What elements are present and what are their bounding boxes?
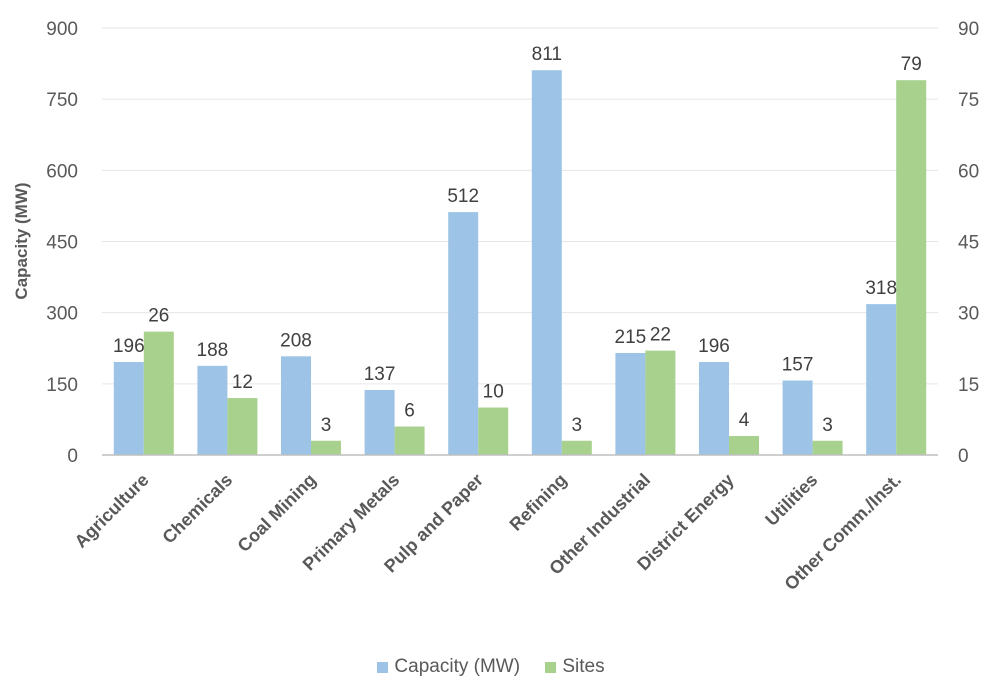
- bar-capacity: [866, 304, 897, 455]
- y-tick-label-left: 900: [46, 19, 78, 40]
- legend-label-sites: Sites: [562, 656, 605, 677]
- category-label: Utilities: [761, 470, 821, 530]
- data-label-sites: 12: [232, 372, 253, 393]
- bars: [113, 70, 927, 455]
- data-label-sites: 79: [901, 54, 922, 75]
- data-label-capacity: 512: [447, 186, 479, 207]
- bar-sites: [311, 440, 341, 455]
- data-label-sites: 10: [483, 382, 504, 403]
- category-label: Refining: [506, 470, 571, 535]
- data-label-sites: 3: [321, 415, 332, 436]
- y-tick-label-left: 0: [67, 446, 78, 467]
- bar-sites: [729, 436, 759, 455]
- y-tick-label-right: 15: [958, 375, 979, 396]
- bar-capacity: [782, 380, 813, 455]
- data-label-capacity: 811: [532, 44, 562, 65]
- bar-sites: [812, 440, 843, 455]
- bar-sites: [645, 350, 676, 455]
- y-tick-label-right: 0: [958, 446, 969, 467]
- legend-item-sites: Sites: [545, 656, 605, 678]
- data-label-capacity: 215: [615, 327, 647, 348]
- data-label-capacity: 196: [698, 336, 730, 357]
- bar-capacity: [197, 365, 228, 455]
- y-tick-label-right: 75: [958, 90, 979, 111]
- data-label-capacity: 196: [113, 336, 145, 357]
- data-label-sites: 26: [148, 306, 169, 327]
- bar-sites: [227, 398, 258, 455]
- bar-sites: [394, 426, 425, 455]
- data-label-sites: 3: [572, 415, 583, 436]
- bar-sites: [896, 80, 927, 455]
- legend: Capacity (MW) Sites: [0, 656, 982, 679]
- bar-sites: [561, 440, 592, 455]
- y-tick-label-right: 60: [958, 161, 979, 182]
- y-axis-title: Capacity (MW): [12, 182, 31, 299]
- bar-capacity: [699, 362, 729, 455]
- legend-swatch-sites: [545, 661, 557, 673]
- data-label-sites: 6: [404, 401, 415, 422]
- y-tick-label-right: 45: [958, 233, 979, 254]
- data-label-capacity: 208: [280, 330, 312, 351]
- data-label-capacity: 157: [782, 355, 814, 376]
- legend-item-capacity: Capacity (MW): [377, 656, 520, 678]
- bar-capacity: [364, 390, 395, 455]
- bar-capacity: [281, 356, 311, 455]
- y-axis-right-ticks: 0 15 30 45 60 75 90: [958, 19, 979, 467]
- y-tick-label-left: 600: [46, 161, 78, 182]
- y-tick-label-left: 450: [46, 233, 78, 254]
- y-tick-label-left: 750: [46, 90, 78, 111]
- bar-capacity: [448, 212, 479, 455]
- bar-sites: [478, 407, 509, 455]
- bar-capacity: [113, 362, 144, 455]
- data-label-capacity: 188: [197, 340, 229, 361]
- category-label: Coal Mining: [234, 470, 320, 556]
- y-tick-label-left: 300: [46, 304, 78, 325]
- category-label: Agriculture: [71, 470, 153, 552]
- data-label-sites: 4: [739, 410, 750, 431]
- data-label-capacity: 318: [865, 278, 897, 299]
- y-tick-label-right: 30: [958, 304, 979, 325]
- data-label-capacity: 137: [364, 364, 396, 385]
- data-label-sites: 3: [822, 415, 833, 436]
- y-axis-left-ticks: 0 150 300 450 600 750 900: [46, 19, 78, 467]
- y-tick-label-right: 90: [958, 19, 979, 40]
- y-tick-label-left: 150: [46, 375, 78, 396]
- bar-sites: [143, 331, 174, 455]
- data-label-sites: 22: [650, 325, 671, 346]
- legend-label-capacity: Capacity (MW): [394, 656, 521, 677]
- gridlines: [102, 27, 938, 385]
- bar-capacity: [615, 352, 646, 455]
- bar-capacity: [531, 70, 562, 455]
- category-label: Chemicals: [158, 470, 236, 548]
- legend-swatch-capacity: [377, 661, 389, 673]
